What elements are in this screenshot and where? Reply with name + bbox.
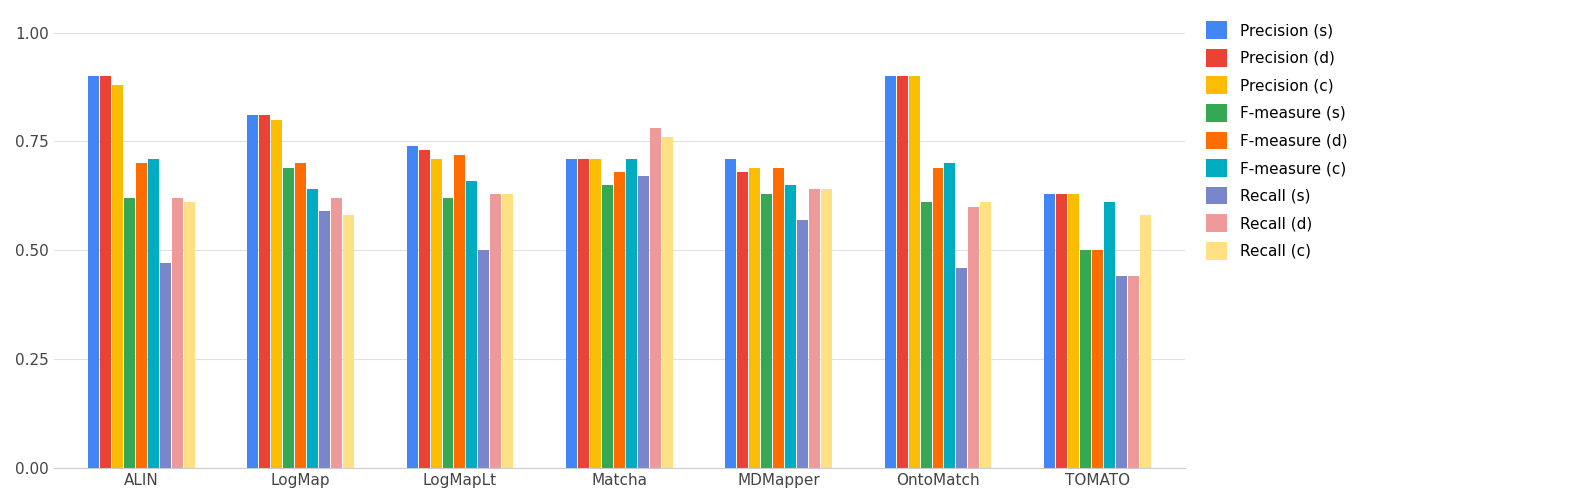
- Bar: [466, 181, 477, 468]
- Bar: [773, 167, 784, 468]
- Bar: [809, 189, 821, 468]
- Bar: [502, 194, 513, 468]
- Bar: [478, 250, 489, 468]
- Bar: [1128, 277, 1139, 468]
- Bar: [431, 159, 442, 468]
- Bar: [407, 146, 418, 468]
- Bar: [762, 194, 771, 468]
- Bar: [342, 215, 353, 468]
- Bar: [124, 198, 135, 468]
- Bar: [626, 159, 637, 468]
- Bar: [737, 172, 748, 468]
- Bar: [638, 176, 649, 468]
- Bar: [147, 159, 158, 468]
- Bar: [247, 115, 258, 468]
- Bar: [944, 163, 955, 468]
- Bar: [968, 207, 979, 468]
- Bar: [957, 268, 968, 468]
- Bar: [1115, 277, 1126, 468]
- Bar: [797, 220, 808, 468]
- Bar: [331, 198, 342, 468]
- Bar: [909, 76, 920, 468]
- Bar: [184, 202, 195, 468]
- Bar: [980, 202, 992, 468]
- Bar: [295, 163, 306, 468]
- Bar: [1104, 202, 1115, 468]
- Bar: [615, 172, 624, 468]
- Bar: [602, 185, 613, 468]
- Bar: [662, 137, 673, 468]
- Bar: [649, 128, 661, 468]
- Bar: [1080, 250, 1091, 468]
- Bar: [725, 159, 737, 468]
- Bar: [885, 76, 895, 468]
- Bar: [821, 189, 832, 468]
- Bar: [136, 163, 147, 468]
- Bar: [271, 120, 282, 468]
- Bar: [318, 211, 329, 468]
- Bar: [442, 198, 453, 468]
- Bar: [171, 198, 182, 468]
- Bar: [1068, 194, 1079, 468]
- Bar: [491, 194, 501, 468]
- Bar: [284, 167, 295, 468]
- Bar: [100, 76, 111, 468]
- Bar: [160, 264, 171, 468]
- Bar: [418, 150, 429, 468]
- Legend: Precision (s), Precision (d), Precision (c), F-measure (s), F-measure (d), F-mea: Precision (s), Precision (d), Precision …: [1198, 14, 1354, 267]
- Bar: [589, 159, 600, 468]
- Bar: [565, 159, 577, 468]
- Bar: [455, 154, 466, 468]
- Bar: [749, 167, 760, 468]
- Bar: [1044, 194, 1055, 468]
- Bar: [307, 189, 318, 468]
- Bar: [1091, 250, 1102, 468]
- Bar: [897, 76, 908, 468]
- Bar: [920, 202, 931, 468]
- Bar: [112, 85, 124, 468]
- Bar: [1057, 194, 1068, 468]
- Bar: [933, 167, 944, 468]
- Bar: [1139, 215, 1150, 468]
- Bar: [786, 185, 797, 468]
- Bar: [260, 115, 271, 468]
- Bar: [89, 76, 98, 468]
- Bar: [578, 159, 589, 468]
